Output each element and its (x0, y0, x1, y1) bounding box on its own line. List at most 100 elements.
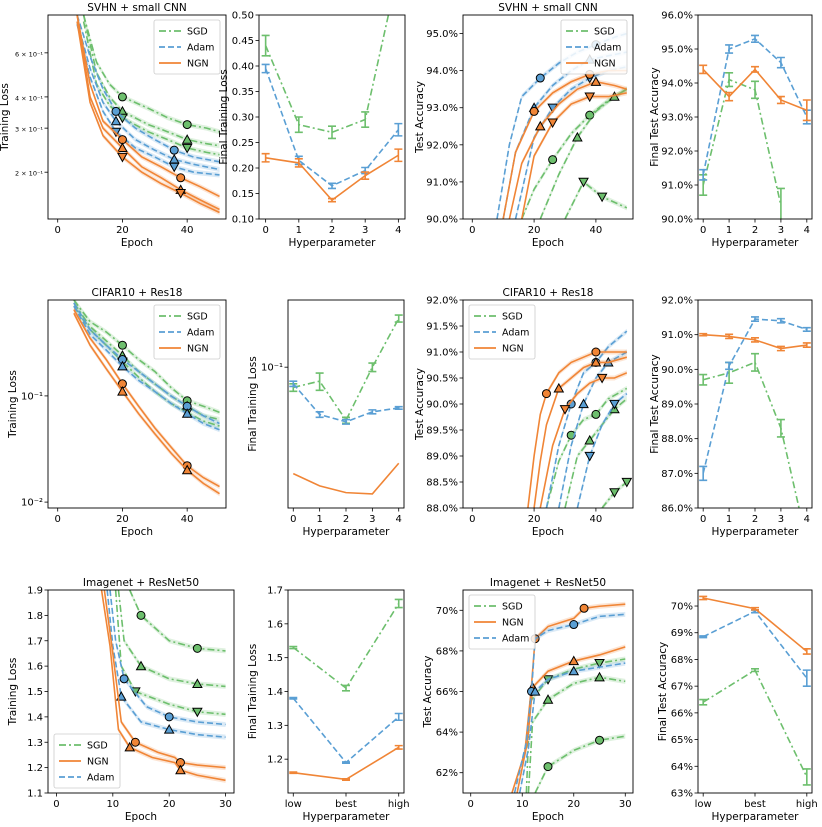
series-band (77, 15, 220, 212)
chart-panel-3: 0 1 2 3 4 90.0% 91.0% 92.0% 93.0% 94.0% 95.0% 96.0%… (649, 11, 813, 249)
data-point (163, 724, 175, 734)
y-tick-label: 66% (671, 708, 693, 719)
series-line-sgd (545, 387, 628, 508)
axes-frame (47, 14, 227, 220)
data-point (181, 408, 193, 418)
y-axis-label: Test Accuracy (414, 368, 426, 441)
data-point (584, 451, 596, 462)
x-tick-label: 4 (395, 225, 401, 236)
data-point (595, 735, 605, 745)
x-tick-label: 2 (752, 225, 758, 236)
y-tick-label: 69% (671, 628, 693, 639)
legend-label: Adam (502, 328, 529, 339)
data-point (192, 707, 203, 718)
data-point (117, 92, 127, 102)
x-axis-label: Epoch (121, 237, 153, 249)
x-axis-label: Hyperparameter (289, 237, 377, 249)
y-axis-label: Final Test Accuracy (649, 354, 661, 454)
legend: SGD NGN Adam (468, 594, 536, 650)
y-tick-label: 1.2 (27, 763, 43, 774)
series-group (261, 15, 403, 203)
error-bar (394, 148, 403, 163)
y-tick-label: 89.5% (426, 426, 458, 437)
error-bar (289, 771, 298, 775)
x-tick-label: 30 (619, 799, 632, 810)
y-tick-label: 94.0% (426, 66, 458, 77)
y-tick-label: 0.20 (232, 164, 254, 175)
legend-label: NGN (87, 757, 109, 768)
error-bar (802, 326, 811, 332)
legend-label: Adam (187, 43, 214, 54)
x-tick-label: 4 (804, 514, 810, 525)
error-bar (394, 712, 403, 722)
chart-panel-2: 0 20 40 90.0% 91.0% 92.0% 93.0% 94.0% 95.0% SVHN … (414, 2, 634, 249)
y-tick-label: 94.0% (661, 79, 693, 90)
y-tick-label: 1.1 (27, 789, 43, 800)
error-bar (751, 336, 759, 343)
y-tick-label: 0.15 (232, 189, 254, 200)
series-line-ngn (516, 646, 626, 793)
legend-label: SGD (87, 741, 108, 752)
y-tick-label: 1.8 (27, 611, 43, 622)
data-point (192, 678, 203, 688)
data-point (578, 398, 589, 409)
chart-panel-9: low best high 1.2 1.3 1.4 1.5 1.6 1.7 Hyperparame… (247, 586, 410, 824)
data-point (117, 360, 128, 371)
error-bar (394, 314, 403, 323)
series-line-ngn (76, 21, 220, 214)
x-axis-label: Epoch (532, 526, 564, 538)
x-tick-label: high (796, 799, 818, 810)
error-bar (802, 99, 811, 122)
data-point (192, 643, 202, 653)
y-tick-label: 95.0% (426, 29, 458, 40)
x-tick-label: 2 (329, 225, 335, 236)
series-group (699, 595, 811, 786)
x-axis-label: Epoch (125, 811, 157, 823)
y-tick-label: 88.0% (661, 434, 693, 445)
legend-label: NGN (594, 59, 616, 70)
x-tick-label: 2 (343, 514, 349, 525)
data-point (130, 737, 140, 747)
series-line-ngn (533, 356, 628, 508)
x-axis-label: Hyperparameter (712, 811, 800, 823)
data-point (568, 665, 580, 676)
legend-label: NGN (502, 344, 524, 355)
data-point (542, 694, 554, 704)
legend-label: NGN (187, 344, 209, 355)
y-tick-label: 10⁻² (21, 498, 43, 509)
error-bar (725, 361, 734, 371)
y-axis-label: Test Accuracy (414, 81, 426, 154)
series-line-adam (106, 590, 226, 738)
y-tick-label: 0.10 (232, 215, 254, 226)
y-tick-label: 93.0% (426, 103, 458, 114)
series-group (511, 601, 626, 793)
data-point (111, 106, 121, 116)
data-point (621, 477, 633, 488)
error-bar (699, 64, 708, 75)
error-bar (751, 606, 759, 611)
y-tick-label: 92.0% (661, 147, 693, 158)
y-tick-label: 92.0% (426, 140, 458, 151)
error-bar (699, 595, 708, 601)
legend: SGD Adam NGN (468, 304, 536, 360)
x-tick-label: 10 (516, 799, 529, 810)
series-line-sgd (702, 668, 808, 778)
error-bar (342, 418, 350, 425)
data-point (117, 385, 128, 396)
x-tick-label: 4 (396, 514, 402, 525)
y-tick-label: 4 × 10⁻¹ (15, 94, 43, 102)
data-point (181, 134, 193, 144)
error-bar (394, 122, 403, 137)
y-tick-label: 1.2 (267, 755, 283, 766)
error-bar (394, 598, 403, 609)
chart-panel-8: 0 10 20 30 1.1 1.2 1.3 1.4 1.5 1.6 1.7 1.8 1.9 Imagen… (7, 577, 235, 823)
data-point (591, 347, 601, 357)
y-tick-label: 0.35 (232, 87, 254, 98)
data-point (578, 177, 589, 188)
legend-box (153, 19, 221, 75)
y-tick-label: 89.0% (426, 452, 458, 463)
x-axis-label: Hyperparameter (303, 811, 391, 823)
series-group (289, 314, 403, 495)
data-point (176, 173, 186, 183)
